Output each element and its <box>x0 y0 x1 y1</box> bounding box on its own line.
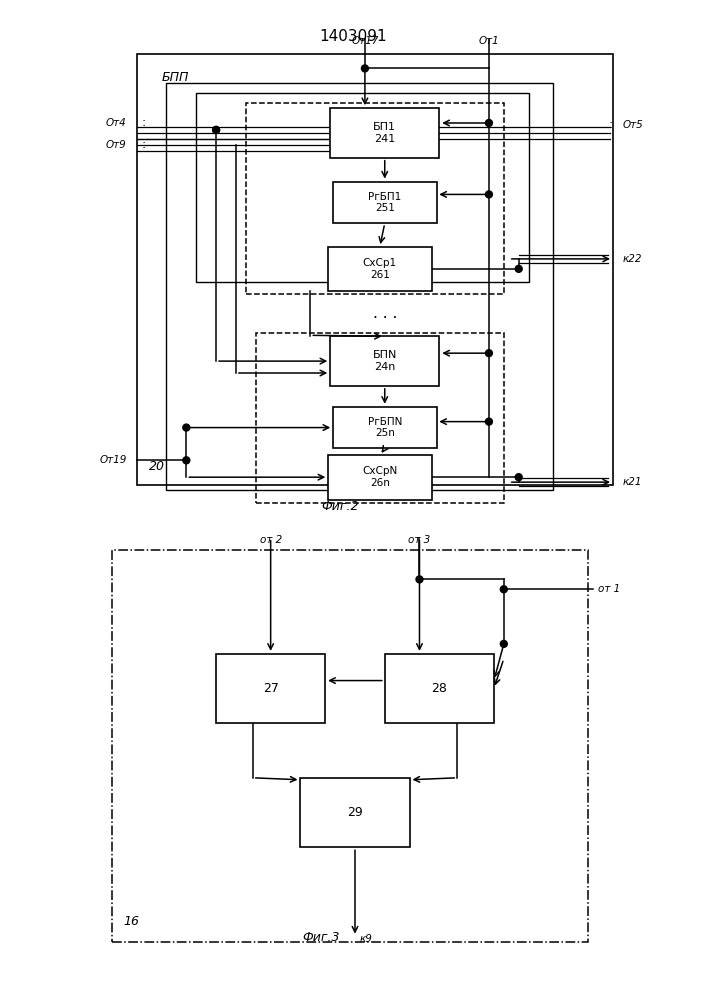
Circle shape <box>486 350 492 357</box>
Text: СхСрN
26n: СхСрN 26n <box>362 466 397 488</box>
Bar <box>197 93 529 282</box>
Text: 20: 20 <box>148 460 165 473</box>
Text: :: : <box>141 138 146 151</box>
Text: от 2: от 2 <box>259 535 282 545</box>
Text: Oт19: Oт19 <box>100 455 127 465</box>
Circle shape <box>213 126 220 133</box>
Bar <box>333 407 437 448</box>
Text: Фиг.2: Фиг.2 <box>322 500 359 513</box>
Text: Фиг.3: Фиг.3 <box>303 931 340 944</box>
Circle shape <box>183 457 189 464</box>
Text: к9: к9 <box>360 934 373 944</box>
Text: СхСр1
261: СхСр1 261 <box>363 258 397 280</box>
Circle shape <box>486 191 492 198</box>
Text: Oт5: Oт5 <box>623 120 643 130</box>
Bar <box>166 83 554 490</box>
Bar <box>330 108 439 158</box>
Bar <box>136 54 613 485</box>
Text: 1403091: 1403091 <box>319 29 387 44</box>
Text: 27: 27 <box>263 682 279 695</box>
Circle shape <box>183 424 189 431</box>
Text: от 3: от 3 <box>409 535 431 545</box>
Bar <box>246 103 504 294</box>
Text: 28: 28 <box>431 682 448 695</box>
Bar <box>216 654 325 723</box>
Circle shape <box>213 126 220 133</box>
Text: БПN
24n: БПN 24n <box>373 350 397 372</box>
Bar <box>300 778 409 847</box>
Text: к21: к21 <box>623 477 643 487</box>
Text: Oт17: Oт17 <box>351 36 378 46</box>
Bar <box>330 336 439 386</box>
Text: к22: к22 <box>623 254 643 264</box>
Text: 16: 16 <box>124 915 140 928</box>
Text: Oт9: Oт9 <box>106 140 127 150</box>
Text: РгБПN
25n: РгБПN 25n <box>368 417 402 438</box>
Circle shape <box>486 120 492 126</box>
Bar <box>385 654 494 723</box>
Text: Oт4: Oт4 <box>106 118 127 128</box>
Text: :: : <box>609 118 613 131</box>
Text: Oт1: Oт1 <box>479 36 499 46</box>
Bar <box>256 333 504 503</box>
Text: . . .: . . . <box>373 306 397 321</box>
Text: :: : <box>141 116 146 129</box>
Bar <box>328 247 432 291</box>
Text: РгБП1
251: РгБП1 251 <box>368 192 402 213</box>
Circle shape <box>501 586 508 593</box>
Text: от 1: от 1 <box>598 584 620 594</box>
Circle shape <box>486 418 492 425</box>
Text: БПП: БПП <box>161 71 189 84</box>
Circle shape <box>361 65 368 72</box>
Bar <box>328 455 432 500</box>
Text: 29: 29 <box>347 806 363 819</box>
Circle shape <box>501 640 508 647</box>
Circle shape <box>416 576 423 583</box>
Bar <box>333 182 437 223</box>
Circle shape <box>515 265 522 272</box>
Text: БП1
241: БП1 241 <box>373 122 396 144</box>
Bar <box>112 550 588 942</box>
Circle shape <box>515 474 522 481</box>
